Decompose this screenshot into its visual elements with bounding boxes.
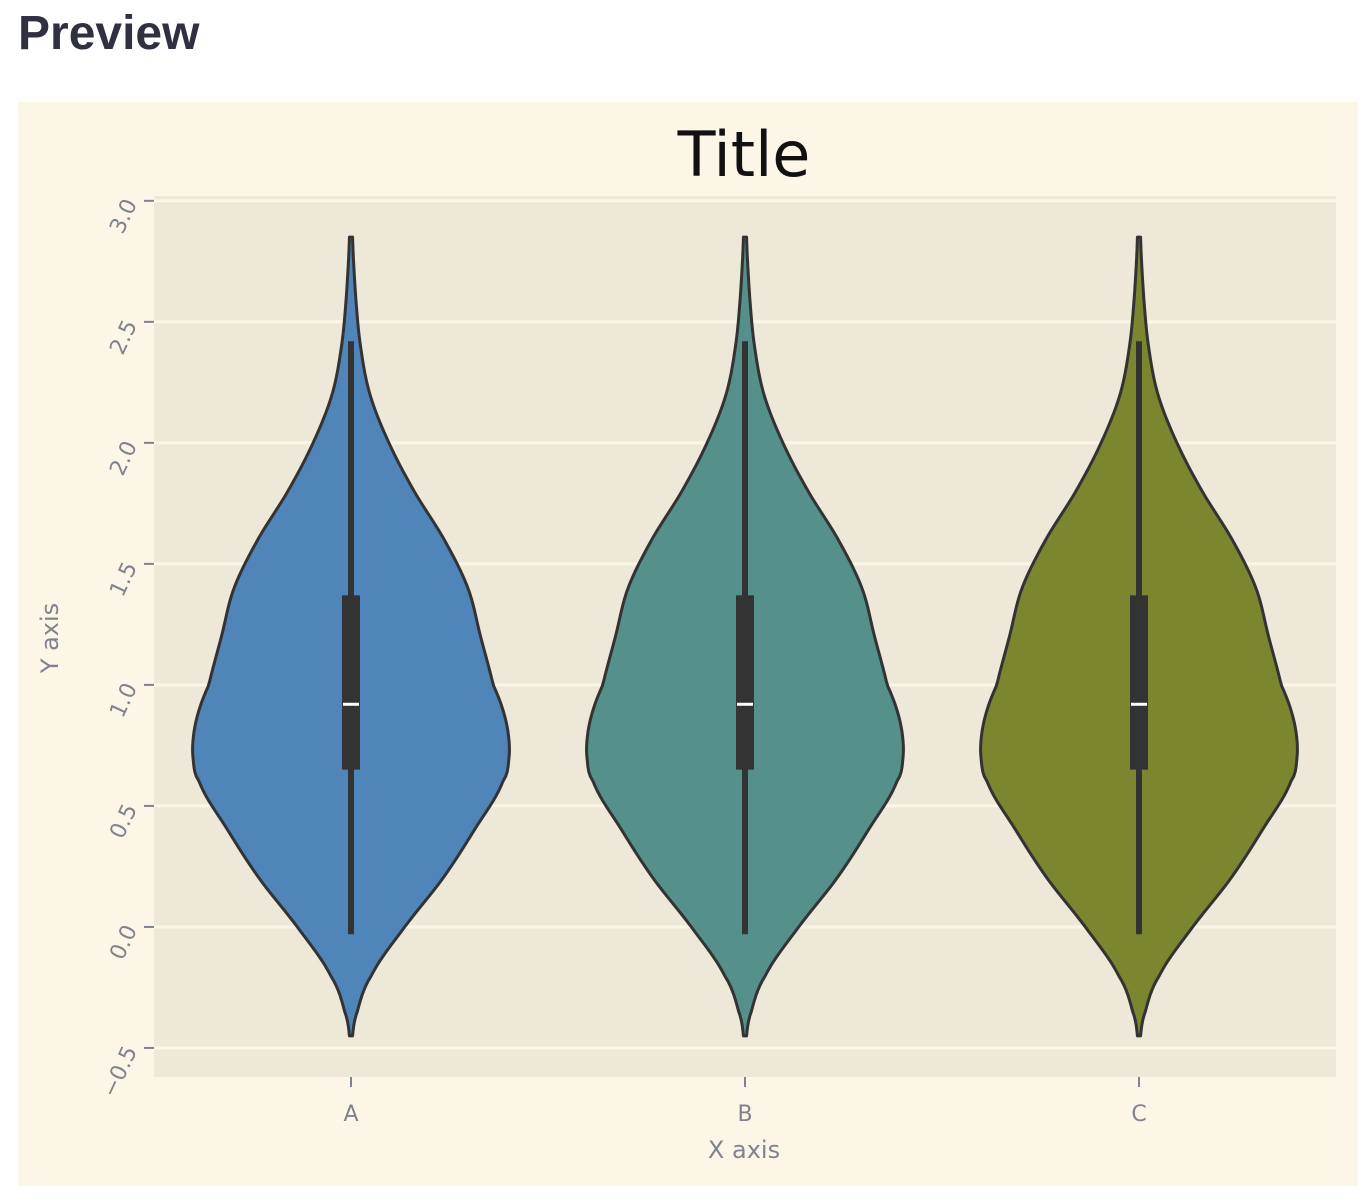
iqr-box-c — [1130, 595, 1148, 770]
chart-title: Title — [677, 118, 811, 191]
page-heading: Preview — [18, 7, 200, 60]
y-tick-label: 2.0 — [105, 437, 142, 479]
y-axis-label: Y axis — [36, 603, 64, 674]
x-tick-label: C — [1131, 1102, 1146, 1127]
y-tick-label: 3.0 — [105, 195, 142, 237]
y-tick-label: −0.5 — [98, 1042, 143, 1101]
x-tick-label: B — [737, 1102, 752, 1127]
iqr-box-a — [342, 595, 360, 770]
y-tick-label: 0.0 — [105, 921, 142, 963]
violin-chart: −0.5 0.0 0.5 1.0 1.5 2.0 2.5 3.0 A B C Title X ax… — [36, 118, 1336, 1164]
y-tick-label: 2.5 — [105, 316, 142, 358]
chart-figure: −0.5 0.0 0.5 1.0 1.5 2.0 2.5 3.0 A B C Title X ax… — [18, 102, 1358, 1186]
x-tick-label: A — [343, 1102, 358, 1127]
x-axis-label: X axis — [708, 1136, 780, 1164]
y-tick-label: 1.0 — [105, 679, 142, 721]
iqr-box-b — [736, 595, 754, 770]
y-tick-label: 0.5 — [105, 800, 142, 842]
y-tick-label: 1.5 — [105, 558, 142, 600]
